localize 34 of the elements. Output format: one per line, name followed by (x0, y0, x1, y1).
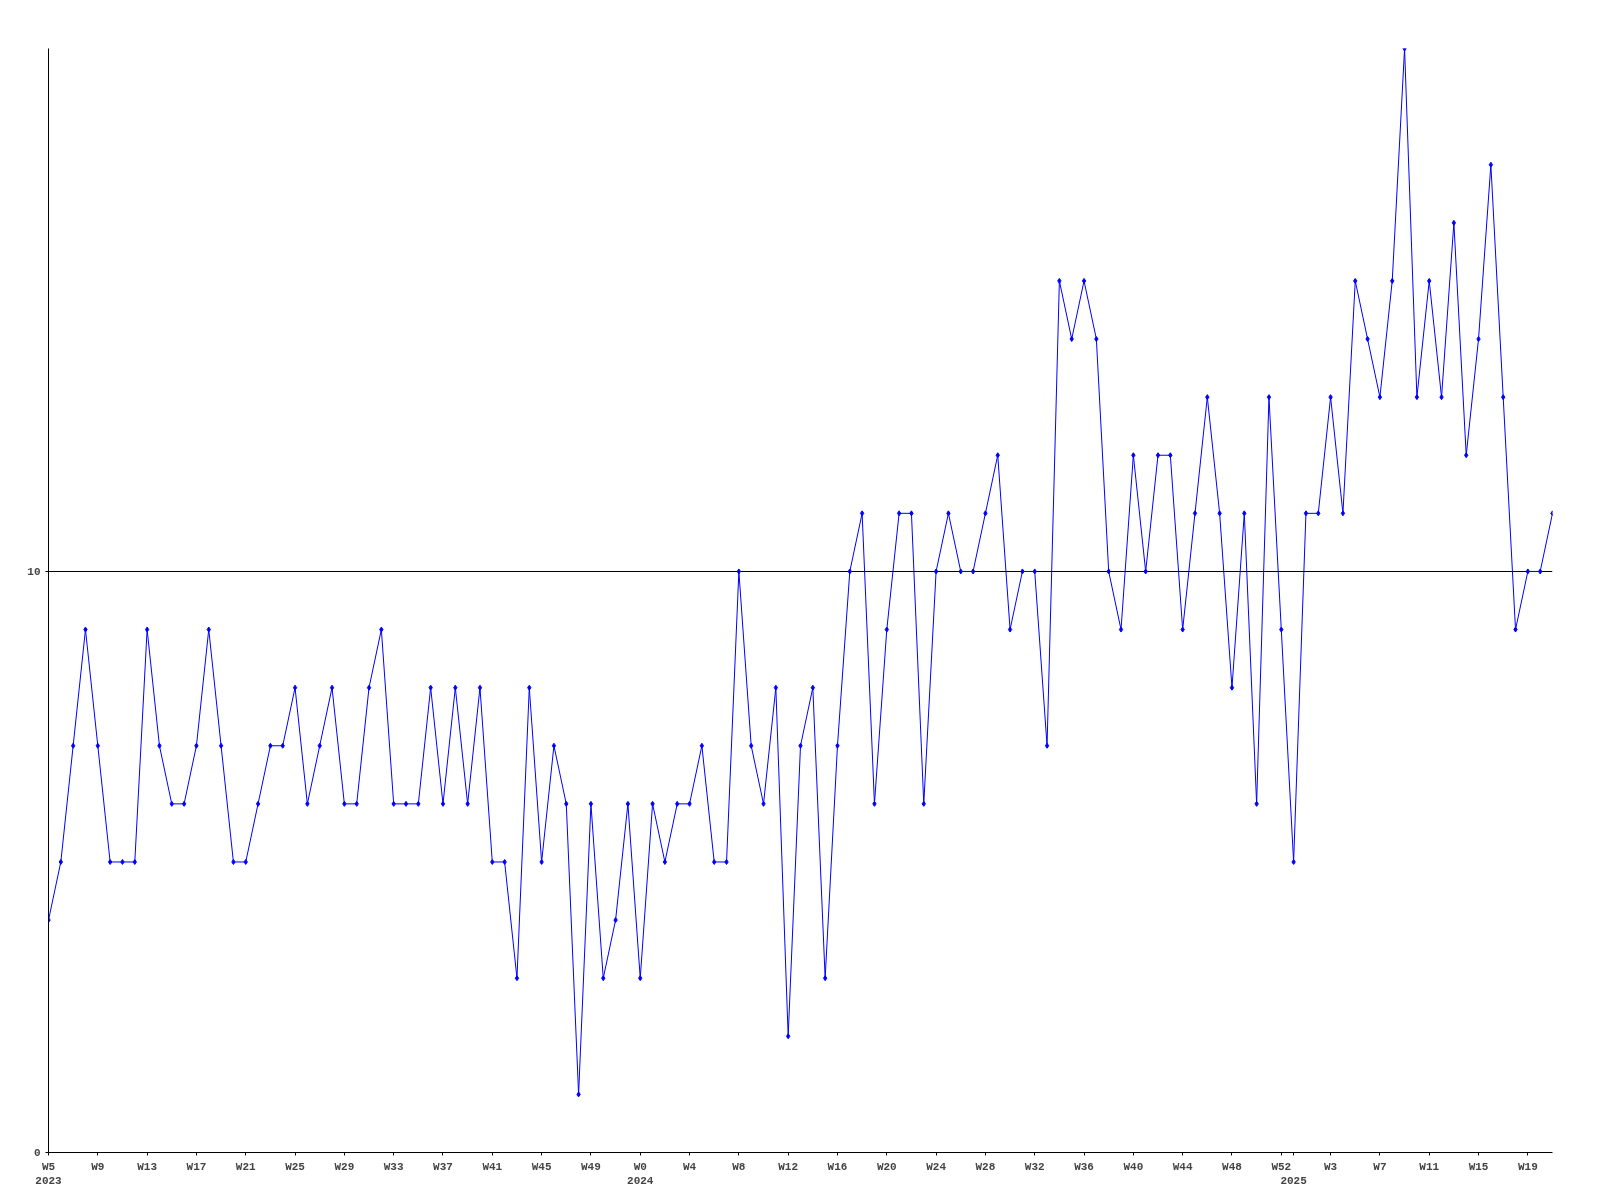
x-tick-label: W37 (433, 1160, 453, 1173)
x-tick-label: W25 (285, 1160, 306, 1173)
x-tick-label: W9 (91, 1160, 105, 1173)
x-tick-label: W17 (186, 1160, 207, 1173)
x-tick-label: W36 (1074, 1160, 1094, 1173)
x-tick-label: 2025 (1280, 1174, 1308, 1187)
x-tick-label: W24 (926, 1160, 947, 1173)
x-tick-label: W32 (1024, 1160, 1045, 1173)
x-tick-label: W29 (334, 1160, 355, 1173)
x-tick-label: W20 (876, 1160, 897, 1173)
x-tick-label: W13 (137, 1160, 158, 1173)
x-tick-label: W11 (1419, 1160, 1440, 1173)
x-tick-label: W21 (235, 1160, 257, 1173)
x-tick-label: W0 2024 (627, 1160, 654, 1187)
x-tick-label: W45 (531, 1160, 552, 1173)
x-tick-label: W4 (682, 1160, 697, 1173)
x-tick-label: W7 (1373, 1160, 1387, 1173)
x-tick-label: W44 (1172, 1160, 1193, 1173)
x-tick-label: W5 2023 (35, 1160, 63, 1187)
y-tick-label: 10 (27, 565, 41, 578)
x-tick-label: W41 (482, 1160, 503, 1173)
x-tick-label: W16 (827, 1160, 848, 1173)
x-tick-label: W15 (1468, 1160, 1489, 1173)
x-tick-label: W3 (1324, 1160, 1338, 1173)
x-tick-label: W8 (732, 1160, 746, 1173)
x-tick-label: W28 (975, 1160, 996, 1173)
x-tick-label: W12 (778, 1160, 799, 1173)
x-tick-label: W19 (1517, 1160, 1538, 1173)
x-tick-label: W52 (1271, 1160, 1292, 1173)
x-tick-label: W33 (383, 1160, 404, 1173)
x-tick-label: W48 (1222, 1160, 1243, 1173)
x-tick-label: W49 (581, 1160, 601, 1173)
x-tick-label: W40 (1123, 1160, 1144, 1173)
y-tick-label: 0 (33, 1147, 41, 1159)
